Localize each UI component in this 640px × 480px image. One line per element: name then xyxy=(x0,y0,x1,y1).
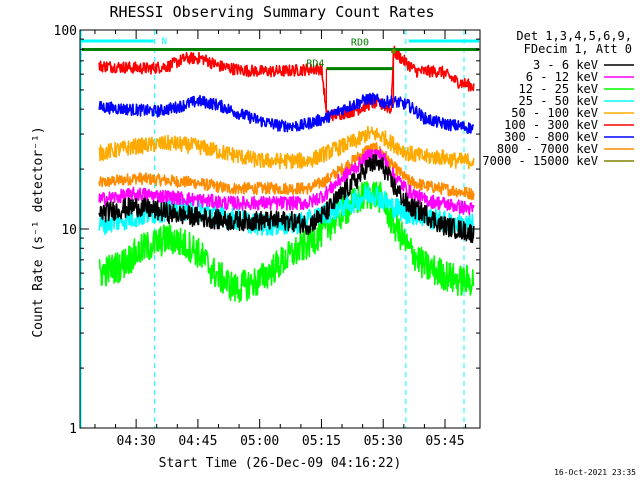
legend-label-6-12-kev: 6 - 12 keV xyxy=(526,70,598,84)
legend-label-100-300-kev: 100 - 300 keV xyxy=(504,118,598,132)
x-tick-label: 05:30 xyxy=(364,434,403,449)
series-line-3-6-kev xyxy=(98,153,475,244)
timestamp-label: 16-Oct-2021 23:35 xyxy=(554,468,636,477)
x-tick-label: 05:45 xyxy=(425,434,464,449)
x-tick-label: 04:30 xyxy=(117,434,156,449)
y-tick-label: 100 xyxy=(54,24,77,39)
legend-label-12-25-kev: 12 - 25 keV xyxy=(519,82,598,96)
legend: Det 1,3,4,5,6,9, FDecim 1, Att 0 3 - 6 k… xyxy=(482,29,634,168)
legend-header-line-2: FDecim 1, Att 0 xyxy=(524,42,632,56)
rd-label-rd4: RD4 xyxy=(306,59,324,70)
legend-label-300-800-kev: 300 - 800 keV xyxy=(504,130,598,144)
legend-label-800-7000-kev: 800 - 7000 keV xyxy=(497,142,598,156)
legend-header-line-1: Det 1,3,4,5,6,9, xyxy=(516,29,632,43)
series-line-300-800-kev xyxy=(98,92,475,134)
legend-label-3-6-kev: 3 - 6 keV xyxy=(533,58,598,72)
legend-label-50-100-kev: 50 - 100 keV xyxy=(511,106,598,120)
x-axis-label: Start Time (26-Dec-09 04:16:22) xyxy=(159,456,402,471)
series-line-12-25-kev xyxy=(98,181,475,303)
x-tick-label: 04:45 xyxy=(178,434,217,449)
series-line-800-7000-kev xyxy=(98,142,475,201)
y-axis-label: Count Rate (s⁻¹ detector⁻¹) xyxy=(31,126,46,337)
saa-label: N xyxy=(162,37,167,47)
x-tick-label: 05:15 xyxy=(302,434,341,449)
y-tick-label: 1 xyxy=(69,422,77,437)
chart-title: RHESSI Observing Summary Count Rates xyxy=(109,3,434,21)
legend-label-25-50-kev: 25 - 50 keV xyxy=(519,94,598,108)
y-tick-label: 10 xyxy=(61,223,77,238)
axes: 04:30 04:45 05:00 05:15 05:30 05:45 1 10 100 xyxy=(54,24,480,449)
series-line-50-100-kev xyxy=(98,125,475,170)
series-line-6-12-kev xyxy=(98,148,475,216)
rd-marker-dot xyxy=(391,48,397,54)
legend-label-7000-15000-kev: 7000 - 15000 keV xyxy=(482,154,598,168)
x-tick-label: 05:00 xyxy=(240,434,279,449)
rd-label-rd0: RD0 xyxy=(351,37,369,48)
series-line-100-300-kev xyxy=(98,45,475,122)
